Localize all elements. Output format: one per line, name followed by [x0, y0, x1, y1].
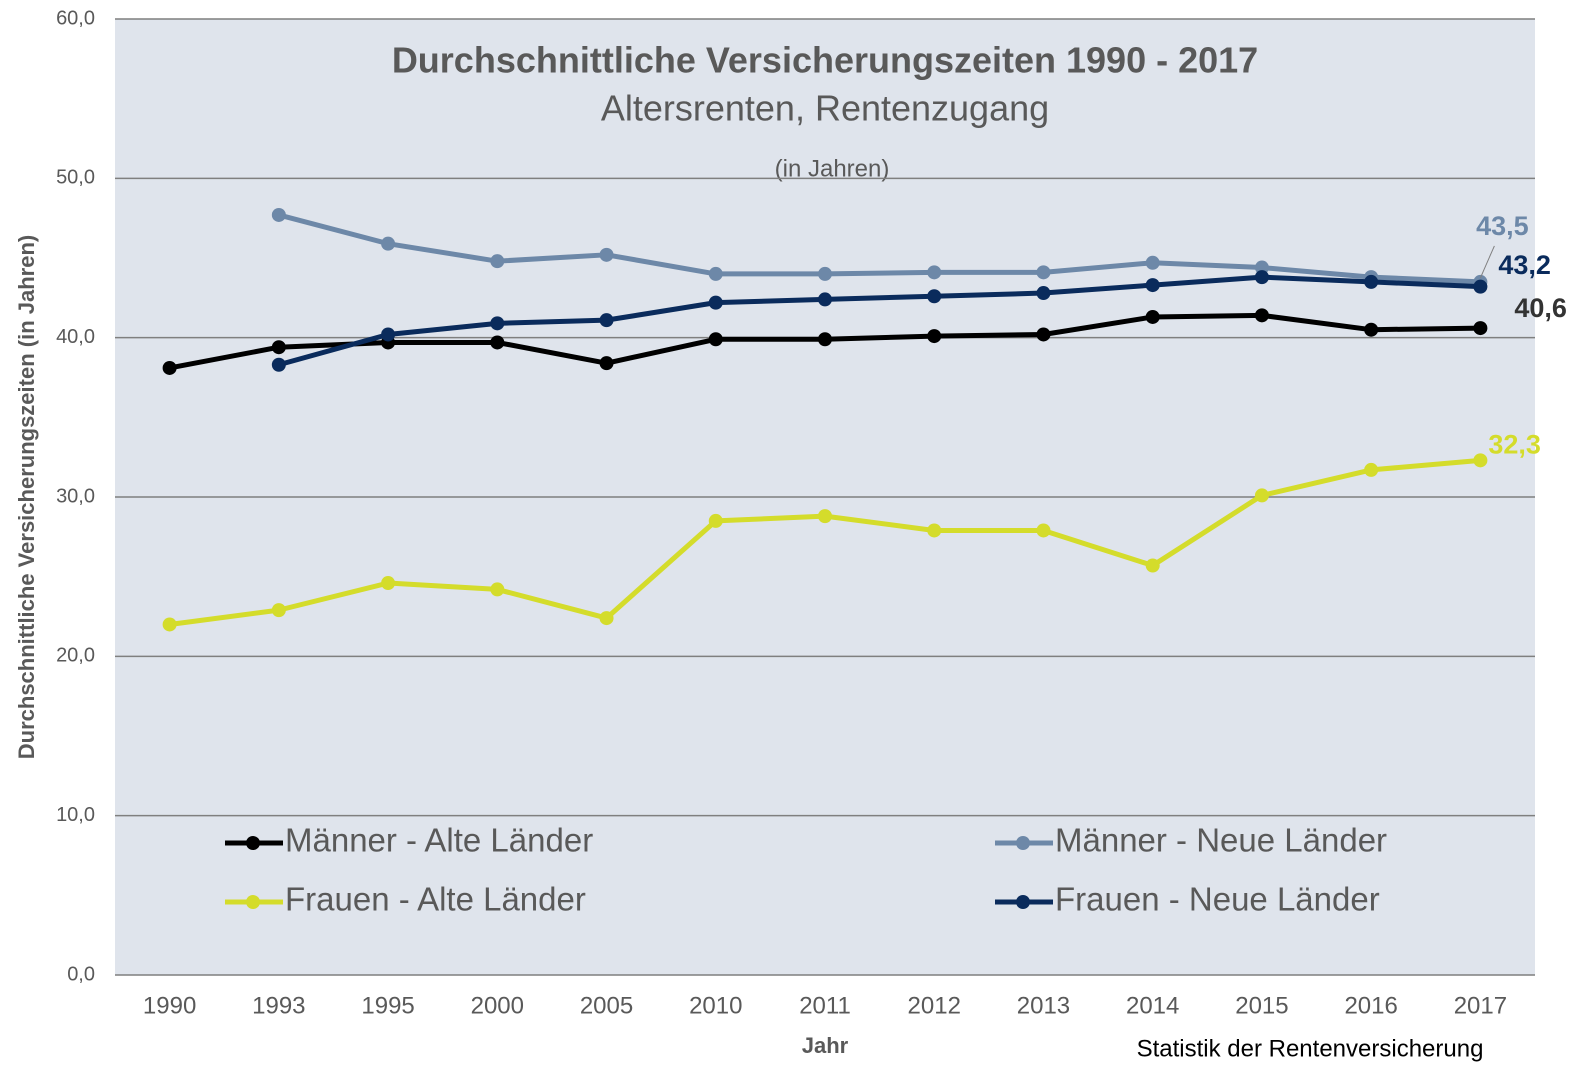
point	[1036, 265, 1051, 280]
point	[818, 332, 832, 347]
point	[271, 207, 286, 222]
point	[381, 236, 396, 251]
point	[271, 603, 286, 618]
y-tick-label: 0,0	[67, 963, 95, 985]
point	[1364, 274, 1379, 289]
point	[1254, 308, 1269, 323]
point	[927, 289, 942, 304]
x-tick-label: 2017	[1454, 992, 1507, 1019]
point	[490, 335, 505, 350]
point	[599, 313, 614, 328]
point	[927, 265, 942, 280]
x-tick-label: 2011	[799, 992, 851, 1019]
point	[271, 357, 286, 372]
point	[1145, 255, 1160, 270]
point	[271, 340, 286, 355]
y-tick-label: 20,0	[56, 645, 95, 667]
series-line	[278, 212, 1481, 285]
x-tick-label: 2015	[1235, 992, 1288, 1019]
point	[599, 611, 614, 626]
point	[818, 292, 832, 307]
point	[490, 254, 505, 269]
x-tick-label: 1995	[361, 992, 414, 1019]
point	[1036, 286, 1051, 301]
x-tick-label: 2000	[471, 992, 524, 1019]
x-tick-label: 2016	[1344, 992, 1397, 1019]
x-tick-label: 1990	[143, 992, 196, 1019]
y-tick-label: 50,0	[56, 167, 95, 189]
point	[708, 266, 723, 281]
legend-label: Frauen - Neue Länder	[1055, 881, 1380, 918]
legend-label: Männer - Alte Länder	[285, 822, 593, 859]
value-label: 40,6	[1514, 293, 1567, 323]
point	[1364, 322, 1379, 337]
legend-marker	[246, 836, 260, 850]
point	[162, 617, 177, 632]
point	[818, 266, 832, 281]
point	[1473, 321, 1488, 336]
x-axis-label: Jahr	[802, 1033, 849, 1058]
point	[1145, 309, 1160, 324]
legend-label: Männer - Neue Länder	[1055, 822, 1387, 859]
series-line	[278, 274, 1481, 368]
point	[1473, 279, 1488, 294]
chart-title: Durchschnittliche Versicherungszeiten 19…	[392, 40, 1258, 81]
source: Statistik der Rentenversicherung	[1137, 1035, 1484, 1062]
point	[927, 523, 942, 538]
value-label: 32,3	[1488, 429, 1541, 459]
point	[381, 576, 396, 591]
point	[490, 316, 505, 331]
value-label: 43,2	[1498, 250, 1551, 280]
point	[818, 509, 832, 524]
leader-line	[1479, 245, 1495, 279]
point	[927, 329, 942, 344]
legend-marker	[1016, 895, 1030, 909]
y-tick-label: 60,0	[56, 7, 95, 29]
x-tick-label: 2014	[1126, 992, 1179, 1019]
point	[708, 295, 723, 310]
point	[1254, 270, 1269, 285]
point	[1145, 558, 1160, 573]
y-axis-label: Durchschnittliche Versicherungszeiten (i…	[14, 235, 39, 759]
x-tick-label: 2010	[689, 992, 742, 1019]
y-tick-label: 40,0	[56, 326, 95, 348]
x-tick-label: 2012	[908, 992, 961, 1019]
point	[1254, 488, 1269, 503]
point	[599, 356, 614, 371]
point	[1036, 327, 1051, 342]
point	[1036, 523, 1051, 538]
point	[162, 360, 177, 375]
y-tick-label: 10,0	[56, 804, 95, 826]
point	[490, 582, 505, 597]
chart-subtitle: Altersrenten, Rentenzugang	[601, 88, 1049, 129]
legend-marker	[1016, 836, 1030, 850]
y-tick-label: 30,0	[56, 485, 95, 507]
point	[1473, 453, 1488, 468]
legend-label: Frauen - Alte Länder	[285, 881, 586, 918]
x-tick-label: 2005	[580, 992, 633, 1019]
point	[708, 332, 723, 347]
x-tick-label: 1993	[252, 992, 305, 1019]
x-tick-label: 2013	[1017, 992, 1070, 1019]
point	[708, 513, 723, 528]
value-label: 43,5	[1476, 211, 1529, 241]
point	[1145, 278, 1160, 293]
legend-marker	[246, 895, 260, 909]
point	[381, 327, 396, 342]
point	[599, 247, 614, 262]
point	[1364, 462, 1379, 477]
